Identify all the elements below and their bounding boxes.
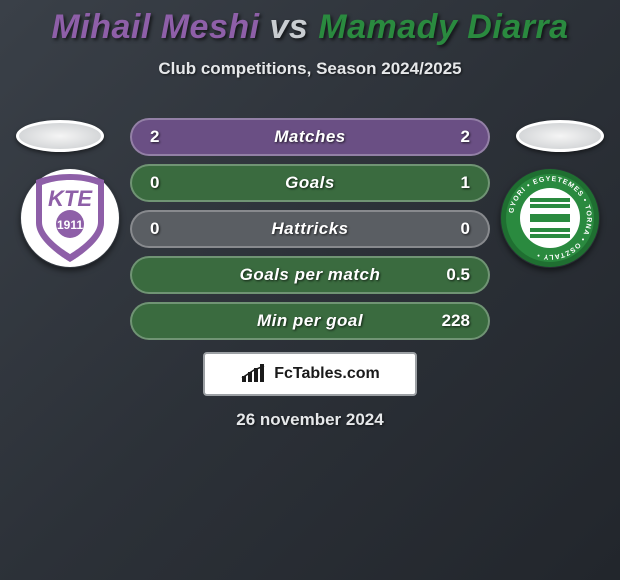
stat-right-value: 0.5 [430,265,470,285]
bar-chart-icon [240,364,268,384]
date-text: 26 november 2024 [0,410,620,430]
stat-right-value: 0 [430,219,470,239]
stat-right-value: 1 [430,173,470,193]
branding-text: FcTables.com [274,365,380,383]
stat-row: Goals per match0.5 [130,256,490,294]
badge-text: KTE [48,186,93,211]
stat-label: Hattricks [190,219,430,239]
player2-photo-placeholder [516,120,604,152]
svg-text:GYORI • EGYETEMES • TORNA • OS: GYORI • EGYETEMES • TORNA • OSZTALY • [508,176,592,260]
stat-row: 2Matches2 [130,118,490,156]
stat-row: 0Hattricks0 [130,210,490,248]
gyor-circle-icon: GYORI • EGYETEMES • TORNA • OSZTALY • [500,168,600,268]
stat-left-value: 0 [150,219,190,239]
branding-box: FcTables.com [203,352,417,396]
player1-photo-placeholder [16,120,104,152]
player2-club-badge: GYORI • EGYETEMES • TORNA • OSZTALY • [500,168,600,268]
stat-left-value: 0 [150,173,190,193]
player1-club-badge: KTE 1911 [20,168,120,268]
player1-name: Mihail Meshi [51,8,259,46]
page-title: Mihail Meshi vs Mamady Diarra [0,0,620,47]
stats-list: 2Matches20Goals10Hattricks0Goals per mat… [130,118,490,348]
stat-left-value: 2 [150,127,190,147]
kte-shield-icon: KTE 1911 [20,168,120,268]
stat-row: Min per goal228 [130,302,490,340]
stat-label: Goals [190,173,430,193]
stat-label: Matches [190,127,430,147]
comparison-card: Mihail Meshi vs Mamady Diarra Club compe… [0,0,620,580]
stat-label: Min per goal [190,311,430,331]
player2-name: Mamady Diarra [318,8,568,46]
vs-text: vs [270,8,309,46]
stat-label: Goals per match [190,265,430,285]
stat-row: 0Goals1 [130,164,490,202]
stat-right-value: 228 [430,311,470,331]
badge-year: 1911 [57,218,83,232]
subtitle: Club competitions, Season 2024/2025 [0,59,620,79]
stat-right-value: 2 [430,127,470,147]
